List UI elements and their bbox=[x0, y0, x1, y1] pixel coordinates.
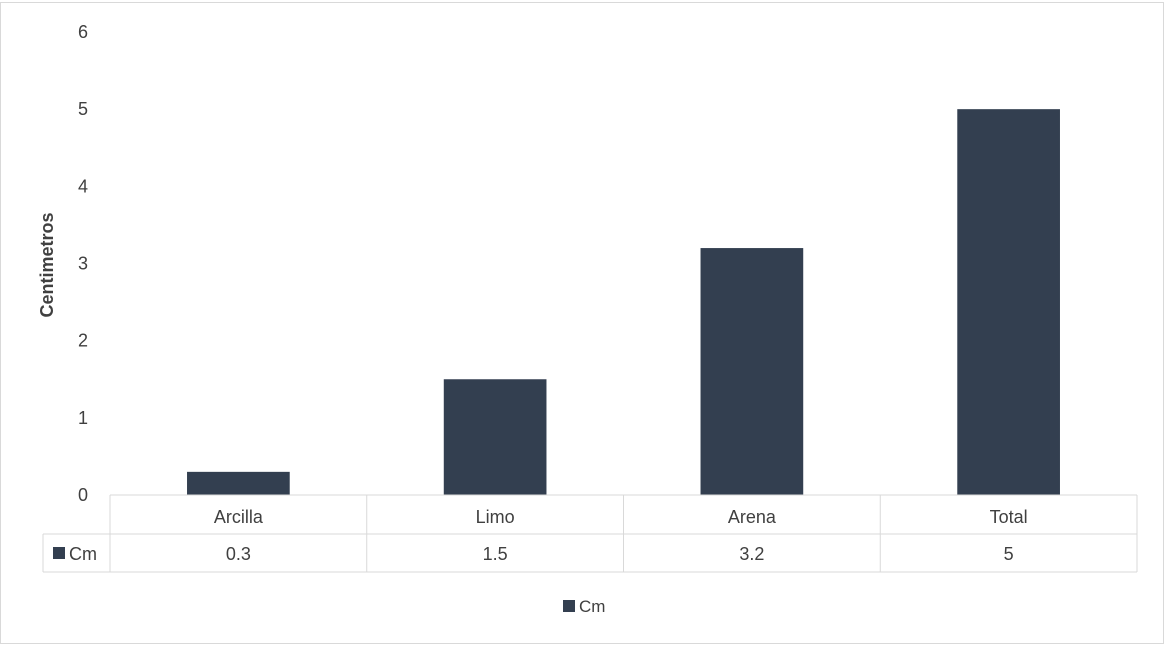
bars bbox=[187, 109, 1060, 496]
y-tick-label-3: 3 bbox=[78, 254, 88, 274]
bar-arcilla bbox=[187, 471, 290, 495]
y-tick-label-2: 2 bbox=[78, 331, 88, 351]
y-tick-label-0: 0 bbox=[78, 485, 88, 505]
legend-label-cm: Cm bbox=[579, 597, 605, 616]
y-tick-label-6: 6 bbox=[78, 22, 88, 42]
y-tick-label-4: 4 bbox=[78, 176, 88, 196]
category-label-arena: Arena bbox=[728, 507, 777, 527]
legend: Cm bbox=[563, 597, 605, 616]
y-tick-label-5: 5 bbox=[78, 99, 88, 119]
y-tick-label-1: 1 bbox=[78, 408, 88, 428]
category-label-limo: Limo bbox=[476, 507, 515, 527]
y-tick-labels: 0 1 2 3 4 5 6 bbox=[78, 22, 88, 505]
table-value-arcilla: 0.3 bbox=[226, 544, 251, 564]
category-label-total: Total bbox=[990, 507, 1028, 527]
data-table: Arcilla 0.3 Limo 1.5 Arena 3.2 Total 5 Cm bbox=[42, 494, 1138, 573]
table-value-limo: 1.5 bbox=[483, 544, 508, 564]
category-label-arcilla: Arcilla bbox=[214, 507, 264, 527]
table-value-total: 5 bbox=[1004, 544, 1014, 564]
table-key-label: Cm bbox=[69, 544, 97, 564]
table-value-arena: 3.2 bbox=[739, 544, 764, 564]
bar-total bbox=[957, 109, 1060, 496]
table-key-swatch bbox=[53, 547, 65, 559]
legend-swatch-cm bbox=[563, 600, 575, 612]
y-axis-title: Centimetros bbox=[37, 212, 57, 317]
bar-arena bbox=[700, 248, 804, 495]
bar-limo bbox=[443, 379, 547, 495]
